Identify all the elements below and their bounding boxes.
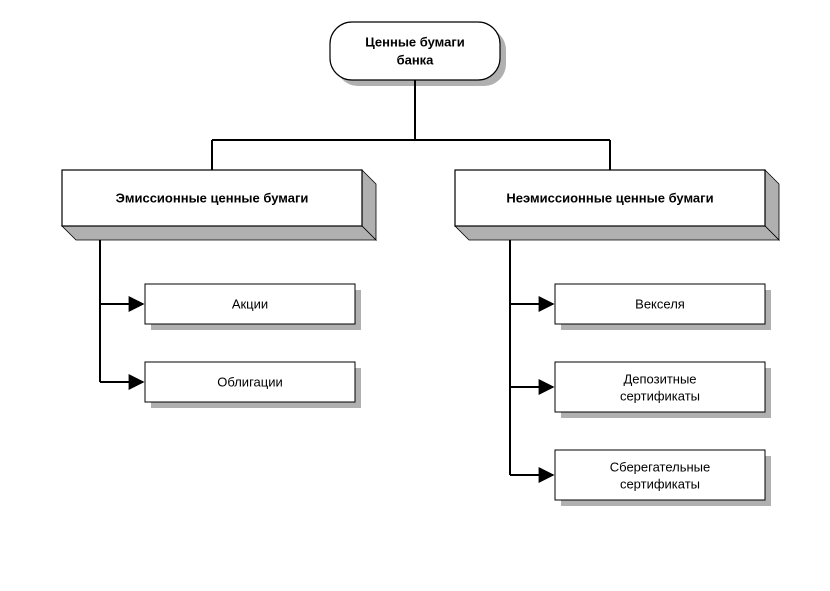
branch-left-label: Эмиссионные ценные бумаги	[116, 190, 309, 205]
leaf-sbereg	[555, 450, 765, 500]
root-node	[330, 22, 500, 80]
leaf-aktsii-label: Акции	[232, 296, 268, 311]
leaf-depozit-label-1: Депозитные	[623, 371, 696, 386]
leaf-vekselya-label: Векселя	[635, 296, 685, 311]
branch-right-label: Неэмиссионные ценные бумаги	[506, 190, 713, 205]
leaf-sbereg-label-2: сертификаты	[620, 476, 700, 491]
leaf-depozit	[555, 362, 765, 412]
leaf-depozit-label-2: сертификаты	[620, 388, 700, 403]
root-label-line1: Ценные бумаги	[365, 34, 465, 49]
leaf-sbereg-label-1: Сберегательные	[610, 459, 711, 474]
leaf-obligatsii-label: Облигации	[217, 374, 282, 389]
diagram-canvas: Ценные бумаги банка Эмиссионные ценные бум…	[0, 0, 830, 591]
root-label-line2: банка	[397, 52, 435, 67]
